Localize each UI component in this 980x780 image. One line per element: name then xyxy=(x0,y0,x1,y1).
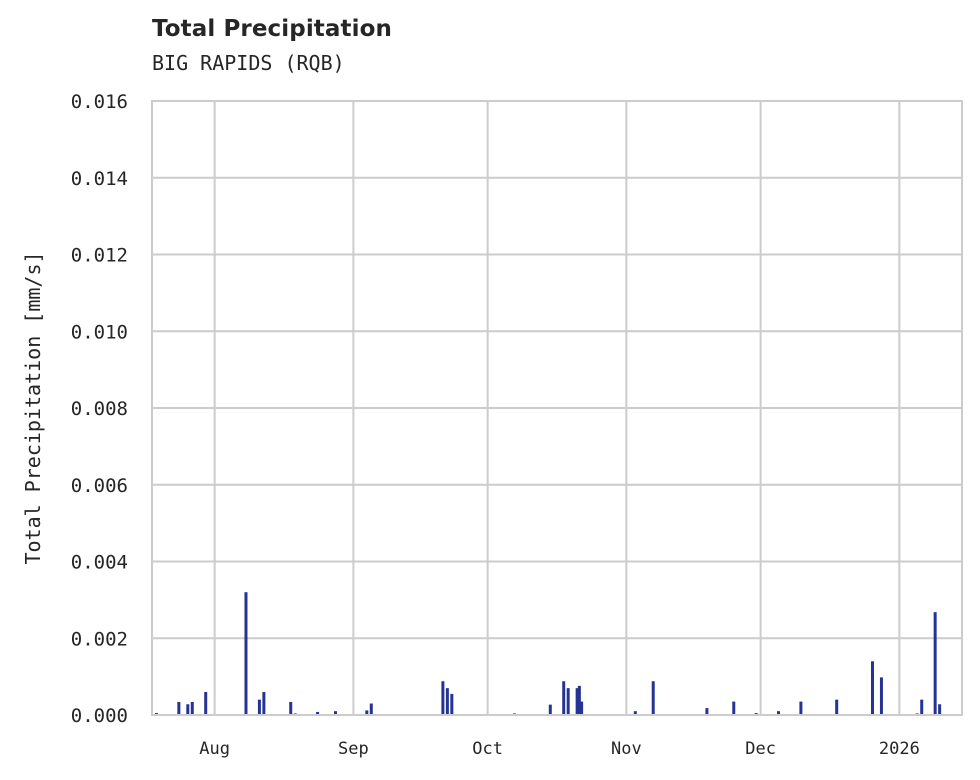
precip-bar xyxy=(879,677,883,715)
y-tick-label: 0.004 xyxy=(71,552,128,574)
x-tick-label: Oct xyxy=(472,739,503,759)
precip-bar xyxy=(835,699,839,715)
precipitation-bars xyxy=(154,592,942,715)
y-tick-label: 0.012 xyxy=(71,245,128,267)
y-axis-ticks: 0.000 0.002 0.004 0.006 0.008 0.010 0.012 0.014… xyxy=(71,91,128,727)
precip-bar xyxy=(365,710,369,715)
precip-bar xyxy=(186,704,190,715)
plot-frame xyxy=(151,100,963,716)
precip-bar xyxy=(548,704,552,715)
y-tick-label: 0.000 xyxy=(71,705,128,727)
chart-title: Total Precipitation xyxy=(152,16,392,42)
precip-bar xyxy=(651,681,655,715)
precip-bar xyxy=(933,612,937,715)
precip-bar xyxy=(450,693,454,715)
precip-bar xyxy=(705,708,709,715)
precip-bar xyxy=(575,688,579,715)
precip-bar xyxy=(244,592,248,715)
precip-bar xyxy=(289,701,293,715)
precip-bar xyxy=(190,701,194,715)
x-tick-label: Dec xyxy=(745,739,776,759)
x-tick-label: Aug xyxy=(199,739,230,759)
y-tick-label: 0.014 xyxy=(71,168,128,190)
precip-bar xyxy=(333,711,337,715)
x-tick-label: Nov xyxy=(611,739,642,759)
x-tick-label: Sep xyxy=(338,739,369,759)
precip-bar xyxy=(870,661,874,715)
y-tick-label: 0.010 xyxy=(71,321,128,343)
y-tick-label: 0.002 xyxy=(71,628,128,650)
precip-bar xyxy=(777,711,781,715)
chart-subtitle: BIG RAPIDS (RQB) xyxy=(152,51,345,75)
precip-bar xyxy=(204,691,208,715)
precip-bar xyxy=(580,701,584,715)
x-tick-label: 2026 xyxy=(879,739,920,759)
precip-bar xyxy=(177,701,181,715)
precip-bar xyxy=(445,688,449,715)
x-axis-ticks: Aug Sep Oct Nov Dec 2026 xyxy=(199,739,920,759)
precip-bar xyxy=(633,711,637,715)
precip-bar xyxy=(262,691,266,715)
precip-bar xyxy=(732,701,736,715)
precip-bar xyxy=(441,681,445,715)
precip-bar xyxy=(257,699,261,715)
grid-lines xyxy=(152,100,962,716)
precip-bar xyxy=(369,703,373,715)
y-tick-label: 0.008 xyxy=(71,398,128,420)
precip-bar xyxy=(577,685,581,715)
y-tick-label: 0.016 xyxy=(71,91,128,113)
precip-bar xyxy=(566,688,570,715)
precip-bar xyxy=(316,711,320,715)
precip-bar xyxy=(938,704,942,715)
precip-bar xyxy=(799,701,803,715)
y-tick-label: 0.006 xyxy=(71,475,128,497)
precip-bar xyxy=(562,681,566,715)
precip-bar xyxy=(920,699,924,715)
